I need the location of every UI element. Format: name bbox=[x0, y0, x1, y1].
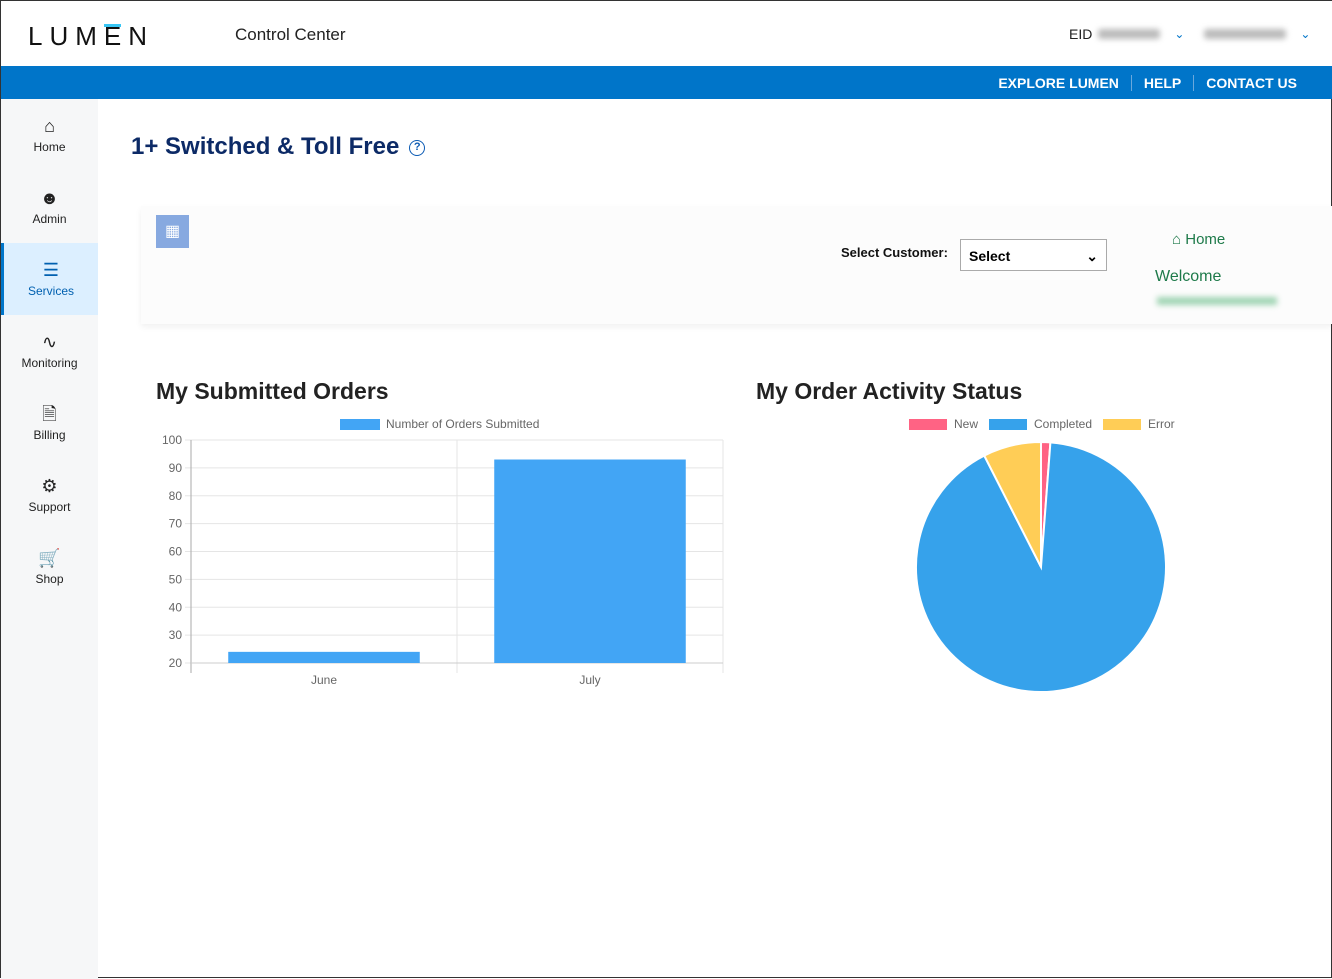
y-tick-label: 20 bbox=[169, 656, 183, 670]
select-customer-label: Select Customer: bbox=[841, 245, 948, 260]
sidebar-item-shop[interactable]: 🛒 Shop bbox=[1, 531, 98, 603]
legend-swatch bbox=[989, 419, 1027, 430]
home-icon: ⌂ bbox=[1172, 231, 1182, 248]
utility-nav: EXPLORE LUMEN HELP CONTACT US bbox=[1, 66, 1332, 99]
sidebar-item-admin[interactable]: ☻ Admin bbox=[1, 171, 98, 243]
legend-label: New bbox=[954, 417, 978, 431]
lumen-logo[interactable]: LUMEN bbox=[28, 21, 155, 51]
page-title-text: 1+ Switched & Toll Free bbox=[131, 133, 400, 160]
grid-view-button[interactable]: ▦ bbox=[156, 215, 189, 248]
sidebar-item-support[interactable]: ⚙ Support bbox=[1, 459, 98, 531]
pulse-icon: ∿ bbox=[41, 332, 58, 352]
home-link-text: Home bbox=[1185, 231, 1226, 248]
explore-lumen-link[interactable]: EXPLORE LUMEN bbox=[998, 74, 1119, 91]
customer-select[interactable]: Select ⌄ bbox=[960, 239, 1107, 271]
submitted-orders-title: My Submitted Orders bbox=[156, 378, 389, 404]
chevron-down-icon[interactable]: ⌄ bbox=[1300, 27, 1311, 41]
sidebar-item-label: Services bbox=[27, 284, 74, 298]
order-status-chart: New Completed Error bbox=[909, 417, 1175, 693]
user-circle-icon: ☻ bbox=[40, 188, 59, 208]
eid-label: EID bbox=[1069, 26, 1093, 42]
eid-value-redacted bbox=[1098, 29, 1161, 39]
help-link[interactable]: HELP bbox=[1130, 74, 1193, 91]
invoice-icon: 🗎 bbox=[42, 404, 57, 424]
help-icon[interactable]: ? bbox=[409, 139, 426, 156]
chevron-down-icon: ⌄ bbox=[1086, 248, 1098, 264]
bar bbox=[494, 459, 686, 663]
legend-swatch bbox=[909, 419, 947, 430]
y-tick-label: 40 bbox=[169, 600, 183, 614]
y-tick-label: 70 bbox=[169, 517, 183, 531]
legend-label: Completed bbox=[1034, 417, 1092, 431]
y-tick-label: 100 bbox=[162, 433, 182, 447]
legend-swatch bbox=[340, 419, 380, 430]
submitted-orders-chart: Number of Orders Submitted 100 90 80 70 60 50 4… bbox=[162, 417, 724, 687]
bar bbox=[228, 651, 420, 663]
order-status-title: My Order Activity Status bbox=[756, 378, 1023, 404]
legend-swatch bbox=[1103, 419, 1141, 430]
sidebar-item-services[interactable]: ☰ Services bbox=[1, 243, 98, 315]
username-redacted bbox=[1204, 29, 1287, 39]
x-tick-label: July bbox=[579, 673, 600, 687]
list-icon: ☰ bbox=[42, 260, 60, 280]
y-tick-label: 90 bbox=[169, 461, 183, 475]
sidebar-item-label: Monitoring bbox=[21, 356, 78, 370]
sidebar-item-label: Support bbox=[28, 500, 71, 514]
chevron-down-icon[interactable]: ⌄ bbox=[1174, 27, 1185, 41]
x-tick-label: June bbox=[311, 673, 337, 687]
home-icon: ⌂ bbox=[44, 116, 55, 136]
top-header: LUMEN Control Center EID ⌄ ⌄ bbox=[1, 1, 1332, 66]
sidebar-item-label: Billing bbox=[33, 428, 66, 442]
support-icon: ⚙ bbox=[41, 476, 58, 496]
y-tick-label: 50 bbox=[169, 572, 183, 586]
select-value: Select bbox=[969, 248, 1011, 264]
app-name: Control Center bbox=[235, 25, 346, 44]
customer-panel bbox=[141, 206, 1332, 324]
y-tick-label: 30 bbox=[169, 628, 183, 642]
sidebar: ⌂ Home ☻ Admin ☰ Services ∿ Monitoring 🗎 Bill… bbox=[1, 99, 98, 979]
legend-label: Error bbox=[1148, 417, 1175, 431]
sidebar-item-monitoring[interactable]: ∿ Monitoring bbox=[1, 315, 98, 387]
sidebar-item-label: Home bbox=[33, 140, 66, 154]
legend-label: Number of Orders Submitted bbox=[386, 417, 539, 431]
y-tick-label: 80 bbox=[169, 489, 183, 503]
contact-us-link[interactable]: CONTACT US bbox=[1193, 74, 1309, 91]
welcome-text: Welcome bbox=[1155, 268, 1222, 285]
account-menu[interactable]: EID ⌄ ⌄ bbox=[1069, 26, 1324, 42]
y-tick-label: 60 bbox=[169, 545, 183, 559]
sidebar-item-billing[interactable]: 🗎 Billing bbox=[1, 387, 98, 459]
sidebar-item-label: Shop bbox=[35, 572, 64, 586]
sidebar-item-home[interactable]: ⌂ Home bbox=[1, 99, 98, 171]
home-link[interactable]: ⌂ Home bbox=[1172, 231, 1225, 248]
page-title: 1+ Switched & Toll Free? bbox=[131, 133, 426, 161]
sidebar-item-label: Admin bbox=[32, 212, 67, 226]
welcome-username-redacted bbox=[1157, 297, 1277, 305]
cart-icon: 🛒 bbox=[38, 548, 61, 568]
pie-slice-error bbox=[982, 440, 1042, 568]
